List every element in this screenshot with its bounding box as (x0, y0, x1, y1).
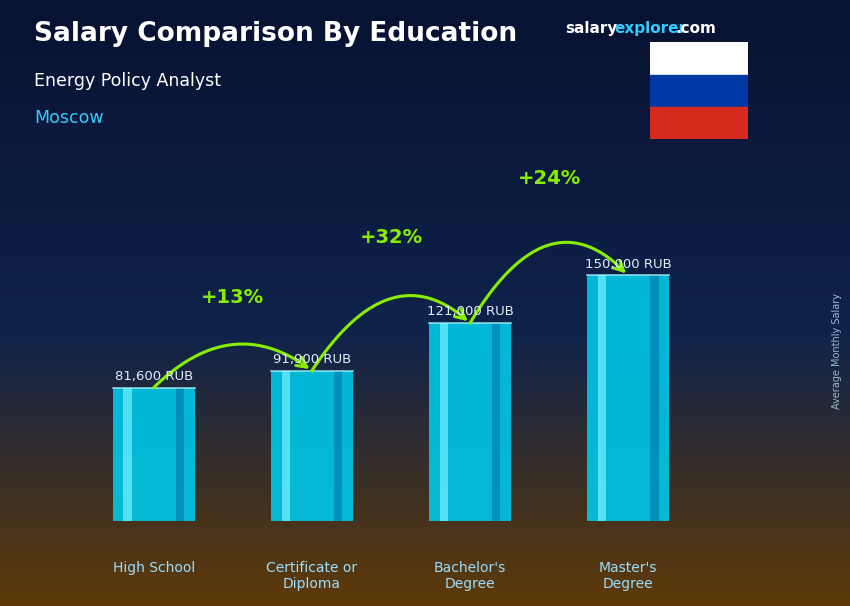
Text: 81,600 RUB: 81,600 RUB (115, 370, 193, 383)
Bar (650, 42, 748, 75)
Text: .com: .com (676, 21, 717, 36)
Bar (492, 323, 501, 521)
Text: Master's
Degree: Master's Degree (599, 561, 657, 591)
Bar (281, 371, 290, 521)
Bar (334, 371, 343, 521)
Text: High School: High School (113, 561, 195, 574)
Bar (123, 387, 132, 521)
Text: Bachelor's
Degree: Bachelor's Degree (434, 561, 507, 591)
Bar (439, 323, 448, 521)
Bar (598, 276, 606, 521)
Text: +32%: +32% (360, 228, 422, 247)
Bar (271, 371, 353, 521)
Bar (650, 107, 748, 139)
Text: 121,000 RUB: 121,000 RUB (427, 305, 513, 318)
Bar (429, 323, 511, 521)
Text: Moscow: Moscow (34, 109, 104, 127)
Bar (650, 75, 748, 107)
Text: explorer: explorer (615, 21, 687, 36)
Text: Salary Comparison By Education: Salary Comparison By Education (34, 21, 517, 47)
Bar (587, 276, 669, 521)
Text: 91,900 RUB: 91,900 RUB (273, 353, 351, 366)
Text: Certificate or
Diploma: Certificate or Diploma (266, 561, 358, 591)
Text: +24%: +24% (518, 168, 581, 188)
Bar (113, 387, 195, 521)
Bar (176, 387, 184, 521)
Text: 150,000 RUB: 150,000 RUB (585, 258, 672, 271)
Text: salary: salary (565, 21, 618, 36)
Text: Energy Policy Analyst: Energy Policy Analyst (34, 72, 221, 90)
Bar (650, 276, 659, 521)
Text: +13%: +13% (201, 288, 264, 307)
Text: Average Monthly Salary: Average Monthly Salary (832, 293, 842, 410)
